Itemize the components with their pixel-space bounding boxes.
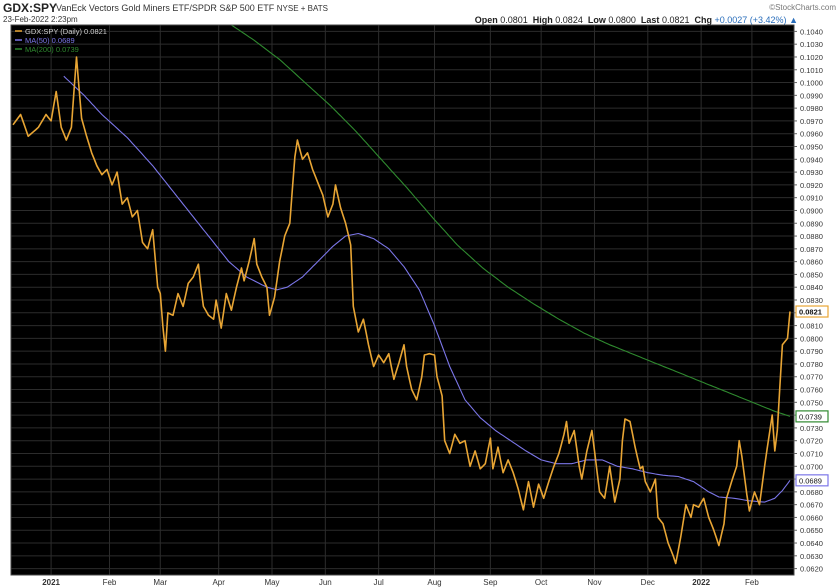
x-tick-label: Jul	[374, 578, 384, 587]
y-tick-label: 0.0920	[800, 181, 823, 190]
series-line-ma50	[63, 75, 791, 503]
y-tick-label: 0.0860	[800, 258, 823, 267]
chg-value: +0.0027 (+3.42%)	[714, 15, 787, 25]
x-tick-label: Jun	[319, 578, 332, 587]
value-tag-label: 0.0739	[799, 412, 822, 421]
grid-lines	[11, 25, 794, 575]
y-tick-label: 0.0930	[800, 168, 823, 177]
y-tick-label: 0.0700	[800, 462, 823, 471]
chart-description: VanEck Vectors Gold Miners ETF/SPDR S&P …	[56, 3, 328, 13]
y-tick-label: 0.0720	[800, 437, 823, 446]
y-tick-label: 0.0680	[800, 488, 823, 497]
y-tick-label: 0.0800	[800, 334, 823, 343]
y-tick-label: 0.1030	[800, 40, 823, 49]
legend-entry: MA(50) 0.0689	[25, 36, 75, 45]
brand-watermark: ©StockCharts.com	[769, 3, 836, 12]
y-tick-label: 0.0980	[800, 104, 823, 113]
series-group	[12, 24, 791, 565]
y-tick-label: 0.0780	[800, 360, 823, 369]
x-tick-label: Dec	[641, 578, 655, 587]
value-tag-ma50: 0.0689	[795, 474, 829, 487]
last-value: 0.0821	[661, 15, 690, 25]
value-tags: 0.0821 0.0689 0.0739	[795, 305, 829, 487]
x-axis: 2021 Feb Mar Apr May Jun Jul Aug Sep Oct Nov Dec 202…	[42, 578, 759, 587]
y-tick-label: 0.0970	[800, 117, 823, 126]
chart-date: 23-Feb-2022 2:23pm	[3, 15, 78, 24]
y-tick-label: 0.0840	[800, 283, 823, 292]
x-tick-label: May	[264, 578, 279, 587]
y-tick-label: 0.0880	[800, 232, 823, 241]
quote-summary: Open 0.0801 High 0.0824 Low 0.0800 Last …	[475, 15, 798, 25]
series-line-gdx-spy	[12, 56, 791, 565]
value-tag-box	[795, 410, 829, 423]
value-tag-ma200: 0.0739	[795, 410, 829, 423]
exchange-text: NYSE + BATS	[276, 4, 328, 13]
y-tick-label: 0.0890	[800, 219, 823, 228]
y-tick-label: 0.1020	[800, 53, 823, 62]
y-tick-label: 0.0950	[800, 143, 823, 152]
y-tick-label: 0.0790	[800, 347, 823, 356]
x-tick-label: Feb	[103, 578, 117, 587]
legend-entry: GDX:SPY (Daily) 0.0821	[25, 27, 107, 36]
y-tick-label: 0.0940	[800, 155, 823, 164]
y-tick-label: 0.0760	[800, 386, 823, 395]
low-label: Low	[587, 15, 606, 25]
y-tick-label: 0.0810	[800, 322, 823, 331]
y-tick-label: 0.1040	[800, 27, 823, 36]
y-tick-label: 0.0630	[800, 552, 823, 561]
last-label: Last	[640, 15, 660, 25]
open-value: 0.0801	[500, 15, 528, 25]
y-tick-label: 0.0870	[800, 245, 823, 254]
up-arrow-icon: ▲	[789, 15, 798, 25]
legend-entry: MA(200) 0.0739	[25, 45, 79, 54]
x-tick-label: 2022	[692, 578, 710, 587]
y-tick-label: 0.0910	[800, 194, 823, 203]
x-tick-label: Mar	[153, 578, 167, 587]
value-tag-box	[795, 474, 829, 487]
description-text: VanEck Vectors Gold Miners ETF/SPDR S&P …	[56, 3, 275, 13]
y-tick-label: 0.0990	[800, 91, 823, 100]
chart-symbol: GDX:SPY	[3, 1, 58, 15]
y-tick-label: 0.0850	[800, 270, 823, 279]
y-tick-label: 0.1010	[800, 66, 823, 75]
x-tick-label: Aug	[427, 578, 441, 587]
y-tick-label: 0.0960	[800, 130, 823, 139]
x-tick-label: 2021	[42, 578, 60, 587]
y-tick-label: 0.0730	[800, 424, 823, 433]
y-axis: 0.1040 0.1030 0.1020 0.1010 0.1000 0.0990 0.09…	[794, 27, 823, 574]
y-tick-label: 0.0770	[800, 373, 823, 382]
y-tick-label: 0.0710	[800, 449, 823, 458]
y-tick-label: 0.0750	[800, 398, 823, 407]
y-tick-label: 0.0640	[800, 539, 823, 548]
high-label: High	[532, 15, 553, 25]
value-tag-label: 0.0821	[799, 308, 822, 317]
y-tick-label: 0.0900	[800, 206, 823, 215]
x-tick-label: Nov	[587, 578, 601, 587]
y-tick-label: 0.0650	[800, 526, 823, 535]
value-tag-label: 0.0689	[799, 476, 822, 485]
y-tick-label: 0.0830	[800, 296, 823, 305]
y-tick-label: 0.1000	[800, 79, 823, 88]
value-tag-box	[795, 305, 829, 318]
x-tick-label: Sep	[483, 578, 498, 587]
y-tick-label: 0.0620	[800, 565, 823, 574]
low-value: 0.0800	[608, 15, 636, 25]
chg-label: Chg	[694, 15, 712, 25]
x-tick-label: Apr	[212, 578, 225, 587]
series-line-ma200	[231, 24, 791, 417]
x-tick-label: Feb	[745, 578, 759, 587]
open-label: Open	[474, 15, 498, 25]
y-tick-label: 0.0670	[800, 501, 823, 510]
y-tick-label: 0.0660	[800, 513, 823, 522]
x-tick-label: Oct	[535, 578, 548, 587]
high-value: 0.0824	[555, 15, 583, 25]
value-tag-gdx-spy: 0.0821	[795, 305, 829, 318]
